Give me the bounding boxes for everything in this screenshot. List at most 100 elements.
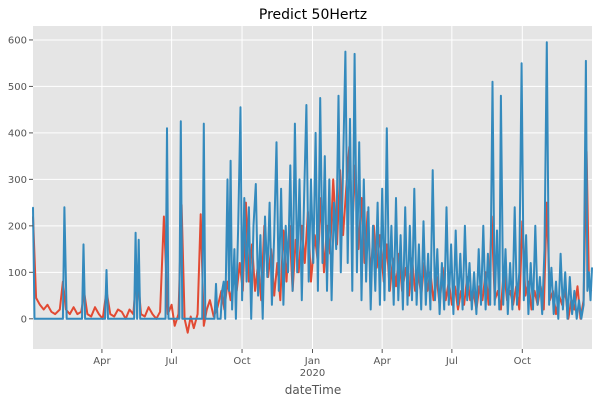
data-point [239, 262, 240, 263]
data-point [251, 318, 252, 319]
data-point [370, 309, 371, 310]
data-point [368, 207, 369, 208]
data-point [77, 314, 78, 315]
data-point [418, 244, 419, 245]
data-point [471, 309, 472, 310]
data-point [528, 314, 529, 315]
data-point [274, 235, 275, 236]
x-tick-label: Apr [374, 356, 392, 367]
data-point [104, 318, 105, 319]
data-point [59, 309, 60, 310]
data-point [117, 309, 118, 310]
data-point [306, 104, 307, 105]
data-point [539, 276, 540, 277]
data-point [227, 179, 228, 180]
data-point [457, 304, 458, 305]
data-point [87, 314, 88, 315]
data-point [209, 300, 210, 301]
data-point [544, 249, 545, 250]
data-point [488, 304, 489, 305]
data-point [402, 309, 403, 310]
data-point [163, 216, 164, 217]
data-point [523, 300, 524, 301]
data-point [324, 156, 325, 157]
data-point [301, 300, 302, 301]
data-point [310, 179, 311, 180]
data-point [230, 160, 231, 161]
x-tick-year-label: 2020 [300, 368, 325, 379]
data-point [182, 318, 183, 319]
data-point [294, 123, 295, 124]
data-point [280, 300, 281, 301]
data-point [519, 309, 520, 310]
data-point [85, 318, 86, 319]
data-point [591, 267, 592, 268]
data-point [253, 225, 254, 226]
data-point [238, 225, 239, 226]
data-point [205, 318, 206, 319]
data-point [283, 304, 284, 305]
data-point [569, 276, 570, 277]
data-point [467, 300, 468, 301]
data-point [313, 262, 314, 263]
data-point [197, 314, 198, 315]
data-point [549, 304, 550, 305]
data-point [386, 244, 387, 245]
data-point [439, 314, 440, 315]
data-point [400, 235, 401, 236]
data-point [206, 309, 207, 310]
data-point [494, 304, 495, 305]
data-point [398, 300, 399, 301]
data-point [521, 63, 522, 64]
data-point [329, 179, 330, 180]
data-point [214, 318, 215, 319]
data-point [326, 290, 327, 291]
x-tick-label: Oct [233, 356, 250, 367]
data-point [490, 304, 491, 305]
data-point [469, 262, 470, 263]
data-point [542, 314, 543, 315]
data-point [333, 179, 334, 180]
data-point [140, 318, 141, 319]
data-point [500, 309, 501, 310]
data-point [588, 272, 589, 273]
data-point [354, 53, 355, 54]
data-point [165, 318, 166, 319]
data-point [514, 207, 515, 208]
data-point [446, 207, 447, 208]
data-point [98, 314, 99, 315]
data-point [129, 309, 130, 310]
data-point [160, 311, 161, 312]
data-point [453, 314, 454, 315]
data-point [286, 281, 287, 282]
data-point [343, 235, 344, 236]
data-point [535, 225, 536, 226]
data-point [455, 230, 456, 231]
data-point [507, 314, 508, 315]
data-point [546, 42, 547, 43]
data-point [451, 244, 452, 245]
data-point [262, 318, 263, 319]
data-point [363, 179, 364, 180]
data-point [437, 249, 438, 250]
data-point [222, 290, 223, 291]
data-point [220, 318, 221, 319]
data-point [532, 309, 533, 310]
data-point [338, 95, 339, 96]
data-point [405, 207, 406, 208]
data-point [83, 244, 84, 245]
data-point [148, 307, 149, 308]
data-point [225, 318, 226, 319]
data-point [372, 225, 373, 226]
data-point [395, 286, 396, 287]
data-point [308, 281, 309, 282]
data-point [500, 95, 501, 96]
data-point [317, 290, 318, 291]
data-point [121, 311, 122, 312]
data-point [464, 225, 465, 226]
data-point [168, 318, 169, 319]
data-point [203, 325, 204, 326]
data-point [292, 290, 293, 291]
data-point [516, 304, 517, 305]
